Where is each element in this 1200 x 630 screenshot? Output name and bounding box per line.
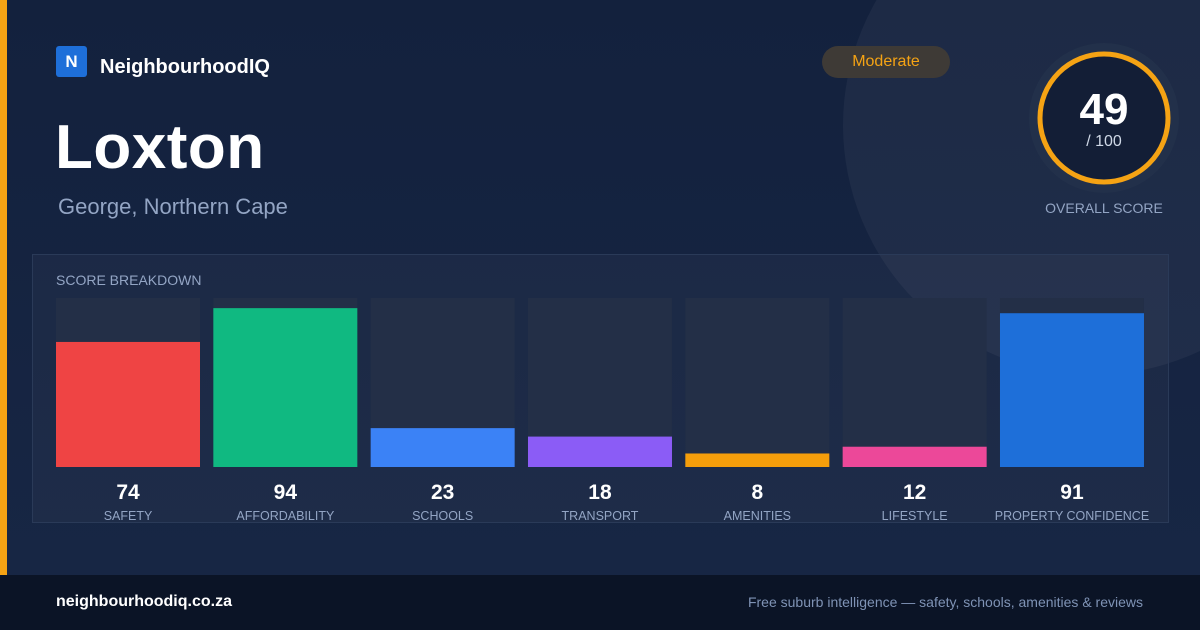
- bar-value-label: 8: [751, 481, 763, 504]
- bar-track-5: [842, 298, 987, 467]
- bar-amenities: [685, 453, 830, 467]
- footer-tagline: Free suburb intelligence — safety, schoo…: [747, 594, 1143, 610]
- bar-category-label: TRANSPORT: [562, 509, 639, 523]
- score-breakdown-chart: 74 SAFETY 94 AFFORDABILITY 23 SCHOOLS 18 TRANSP…: [56, 298, 1149, 523]
- bar-lifestyle: [842, 446, 987, 467]
- footer-url[interactable]: neighbourhoodiq.co.za: [56, 593, 232, 610]
- brand-name: NeighbourhoodIQ: [100, 56, 270, 78]
- bar-property-confidence: [999, 313, 1144, 467]
- bar-value-label: 91: [1060, 481, 1084, 504]
- bar-safety: [56, 341, 200, 467]
- bar-category-label: SAFETY: [104, 509, 153, 523]
- bar-category-label: LIFESTYLE: [882, 509, 948, 523]
- accent-bar: [0, 0, 7, 575]
- bar-category-label: AMENITIES: [724, 509, 791, 523]
- bar-category-label: PROPERTY CONFIDENCE: [995, 509, 1149, 523]
- bar-value-label: 12: [903, 481, 926, 504]
- score-breakdown-title: SCORE BREAKDOWN: [56, 272, 202, 288]
- overall-score-value: 49: [1079, 85, 1129, 134]
- logo-icon: N: [56, 46, 87, 77]
- score-ring-icon: [1029, 43, 1179, 193]
- bar-value-label: 18: [588, 481, 612, 504]
- bar-affordability: [213, 308, 358, 467]
- score-breakdown-panel: [32, 254, 1169, 523]
- bar-category-label: SCHOOLS: [412, 509, 473, 523]
- bar-value-label: 23: [431, 481, 454, 504]
- bar-category-label: AFFORDABILITY: [236, 509, 335, 523]
- overall-score-denominator: / 100: [1086, 133, 1122, 150]
- rating-badge: Moderate: [822, 46, 950, 78]
- bar-track-4: [685, 298, 830, 467]
- place-region: George, Northern Cape: [58, 194, 288, 219]
- place-title: Loxton: [55, 113, 265, 182]
- bar-value-label: 74: [116, 481, 140, 504]
- overall-score-caption: OVERALL SCORE: [1045, 200, 1163, 216]
- overall-score-ring: 49 / 100: [1029, 43, 1179, 193]
- bar-value-label: 94: [274, 481, 298, 504]
- footer: neighbourhoodiq.co.za Free suburb intell…: [0, 575, 1200, 630]
- bar-schools: [370, 428, 515, 467]
- bar-transport: [527, 436, 672, 467]
- rating-badge-label: Moderate: [852, 53, 920, 70]
